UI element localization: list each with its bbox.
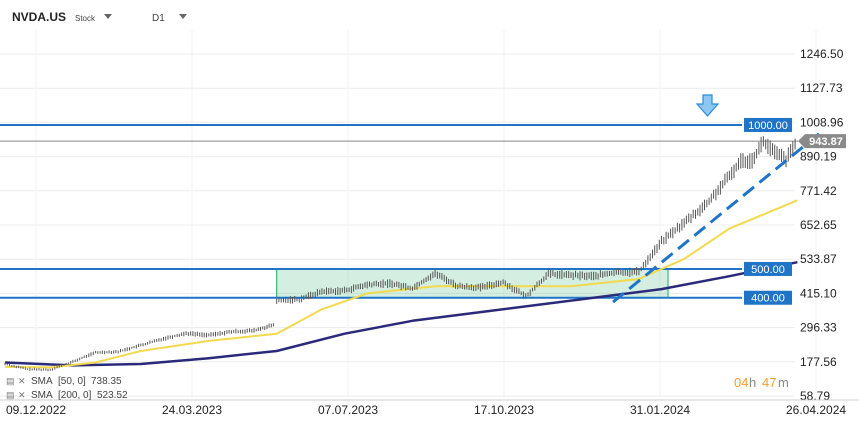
- y-tick-label: 652.65: [800, 218, 837, 232]
- moving-average-lines: [4, 199, 798, 369]
- legend-sma-200-params: [200, 0]: [58, 390, 92, 401]
- legend-item-sma-200[interactable]: ▤ ✕ SMA [200, 0] 523.52: [6, 390, 128, 401]
- sma-50-line[interactable]: [4, 199, 798, 369]
- grid: [0, 30, 817, 398]
- chart-header[interactable]: NVDA.US Stock D1: [12, 10, 187, 24]
- price-bars: [4, 136, 796, 372]
- current-price-tag: [798, 134, 846, 149]
- level-label: 1000.00: [748, 120, 788, 132]
- legend-icon[interactable]: ▤: [6, 376, 15, 386]
- y-tick-label: 890.19: [800, 150, 837, 164]
- level-label-box: [744, 261, 792, 276]
- y-tick-label: 1008.96: [800, 115, 844, 129]
- legend-sma-200-name: SMA: [31, 390, 53, 401]
- legend-sma-50-value: 738.35: [91, 376, 122, 387]
- y-tick-label: 533.87: [800, 252, 837, 266]
- y-tick-label: 296.33: [800, 321, 837, 335]
- y-tick-label: 415.10: [800, 286, 837, 300]
- x-tick-label: 31.01.2024: [630, 403, 690, 417]
- legend-sma-50-params: [50, 0]: [58, 376, 86, 387]
- symbol-name[interactable]: NVDA.US: [12, 10, 66, 24]
- trendline[interactable]: [612, 131, 821, 304]
- legend-icon[interactable]: ▤: [6, 390, 15, 400]
- level-label-box: [744, 117, 792, 132]
- timer-hours: 04: [734, 375, 748, 390]
- current-price-label: 943.87: [809, 136, 843, 148]
- y-tick-label: 58.79: [800, 389, 830, 403]
- close-icon[interactable]: ✕: [18, 390, 26, 400]
- x-tick-label: 26.04.2024: [786, 403, 846, 417]
- session-timer: 04 h 47 m: [734, 375, 789, 390]
- close-icon[interactable]: ✕: [18, 376, 26, 386]
- y-tick-label: 1127.73: [800, 81, 843, 95]
- y-axis: 1246.50 1127.73 1008.96 890.19 771.42 652.65 5…: [800, 47, 844, 403]
- x-tick-label: 07.07.2023: [318, 403, 378, 417]
- legend-sma-200-value: 523.52: [97, 390, 128, 401]
- sma-200-line[interactable]: [4, 260, 798, 367]
- level-label-box: [744, 290, 792, 305]
- indicator-legend[interactable]: ▤ ✕ SMA [50, 0] 738.35 ▤ ✕ SMA [200, 0] …: [6, 376, 128, 401]
- trendline-layer: [612, 131, 821, 304]
- y-tick-label: 771.42: [800, 184, 837, 198]
- legend-item-sma-50[interactable]: ▤ ✕ SMA [50, 0] 738.35: [6, 376, 122, 387]
- timer-minutes: 47: [762, 375, 776, 390]
- timeframe-label[interactable]: D1: [152, 13, 165, 24]
- timer-m: m: [778, 375, 789, 390]
- timer-h: h: [749, 375, 756, 390]
- x-tick-label: 09.12.2022: [6, 403, 66, 417]
- level-labels: 1000.00 500.00 400.00 943.87: [744, 117, 846, 305]
- legend-sma-50-name: SMA: [31, 376, 53, 387]
- x-tick-label: 17.10.2023: [474, 403, 534, 417]
- caret-down-icon[interactable]: [104, 14, 112, 19]
- x-tick-label: 24.03.2023: [162, 403, 222, 417]
- asset-type: Stock: [75, 14, 96, 23]
- caret-down-icon[interactable]: [179, 14, 187, 19]
- level-label: 500.00: [751, 264, 785, 276]
- down-arrow-icon: [695, 94, 720, 117]
- y-tick-label: 1246.50: [800, 47, 844, 61]
- y-tick-label: 177.56: [800, 355, 837, 369]
- level-label: 400.00: [751, 293, 785, 305]
- x-axis: 09.12.2022 24.03.2023 07.07.2023 17.10.2023…: [0, 399, 859, 417]
